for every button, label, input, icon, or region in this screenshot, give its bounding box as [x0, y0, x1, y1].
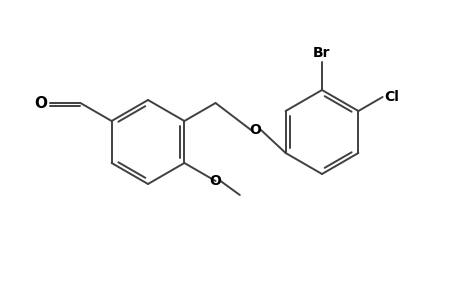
Text: O: O	[34, 95, 47, 110]
Text: O: O	[209, 174, 221, 188]
Text: Br: Br	[313, 46, 330, 60]
Text: O: O	[248, 123, 260, 137]
Text: Cl: Cl	[384, 90, 398, 104]
